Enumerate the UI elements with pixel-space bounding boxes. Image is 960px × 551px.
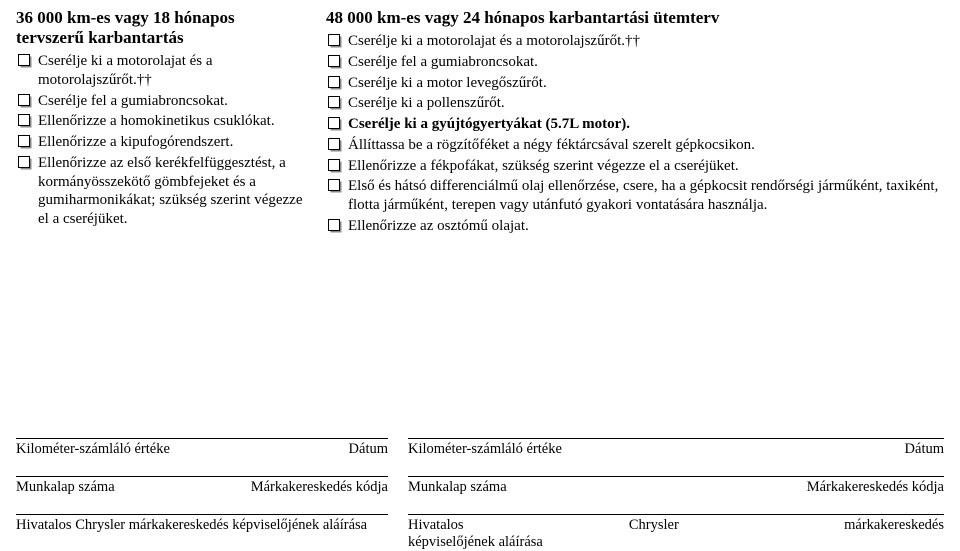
checkbox-icon bbox=[328, 96, 340, 108]
footer-row-worksheet: Munkalap száma Márkakereskedés kódja bbox=[16, 476, 388, 496]
odometer-label: Kilométer-számláló értéke bbox=[16, 441, 170, 458]
checklist-text: Cserélje ki a gyújtógyertyákat (5.7L mot… bbox=[348, 116, 630, 132]
date-label: Dátum bbox=[349, 441, 388, 458]
checklist-item: Első és hátsó differenciálmű olaj ellenő… bbox=[326, 177, 944, 215]
checklist-item: Ellenőrizze a fékpofákat, szükség szerin… bbox=[326, 157, 944, 176]
checklist-item: Cserélje fel a gumiabroncsokat. bbox=[326, 53, 944, 72]
worksheet-label: Munkalap száma bbox=[16, 479, 115, 496]
checkbox-icon bbox=[328, 219, 340, 231]
footer-right: Kilométer-számláló értéke Dátum Munkalap… bbox=[408, 438, 944, 551]
checklist-text: Ellenőrizze az osztómű olajat. bbox=[348, 218, 529, 234]
footer-row-odometer: Kilométer-számláló értéke Dátum bbox=[16, 438, 388, 458]
footer-signature-right: Hivatalos Chrysler márkakereskedés képvi… bbox=[408, 514, 944, 551]
checklist-text: Ellenőrizze az első kerékfelfüggesztést,… bbox=[38, 155, 303, 227]
checkbox-icon bbox=[328, 76, 340, 88]
left-checklist: Cserélje ki a motorolajat és a motorolaj… bbox=[16, 52, 306, 229]
checkbox-icon bbox=[18, 94, 30, 106]
checklist-item: Ellenőrizze a homokinetikus csuklókat. bbox=[16, 112, 306, 131]
checklist-item: Ellenőrizze a kipufogórendszert. bbox=[16, 133, 306, 152]
worksheet-label-r: Munkalap száma bbox=[408, 479, 507, 496]
checklist-text: Cserélje ki a motorolajat és a motorolaj… bbox=[348, 33, 640, 49]
checkbox-icon bbox=[328, 34, 340, 46]
checkbox-icon bbox=[18, 156, 30, 168]
footer-row-worksheet-r: Munkalap száma Márkakereskedés kódja bbox=[408, 476, 944, 496]
right-title: 48 000 km-es vagy 24 hónapos karbantartá… bbox=[326, 8, 944, 28]
sig-word-b: Chrysler bbox=[629, 517, 679, 534]
checkbox-icon bbox=[18, 54, 30, 66]
right-column: 48 000 km-es vagy 24 hónapos karbantartá… bbox=[326, 8, 944, 238]
checklist-item: Cserélje ki a motorolajat és a motorolaj… bbox=[326, 32, 944, 51]
checklist-text: Állíttassa be a rögzítőféket a négy fékt… bbox=[348, 137, 755, 153]
checklist-text: Első és hátsó differenciálmű olaj ellenő… bbox=[348, 178, 938, 213]
footer-signature-left: Hivatalos Chrysler márkakereskedés képvi… bbox=[16, 514, 388, 534]
page-columns: 36 000 km-es vagy 18 hónapos tervszerű k… bbox=[0, 0, 960, 238]
checklist-item: Cserélje fel a gumiabroncsokat. bbox=[16, 92, 306, 111]
date-label-r: Dátum bbox=[905, 441, 944, 458]
checklist-item: Cserélje ki a motorolajat és a motorolaj… bbox=[16, 52, 306, 90]
sig-line2: képviselőjének aláírása bbox=[408, 534, 944, 551]
checkbox-icon bbox=[328, 138, 340, 150]
odometer-label-r: Kilométer-számláló értéke bbox=[408, 441, 562, 458]
checklist-text: Cserélje ki a pollenszűrőt. bbox=[348, 95, 505, 111]
checklist-text: Cserélje ki a motorolajat és a motorolaj… bbox=[38, 53, 213, 88]
dealercode-label-r: Márkakereskedés kódja bbox=[807, 479, 944, 496]
sig-word-c: márkakereskedés bbox=[844, 517, 944, 534]
checklist-item: Cserélje ki a pollenszűrőt. bbox=[326, 94, 944, 113]
checklist-text: Ellenőrizze a homokinetikus csuklókat. bbox=[38, 113, 275, 129]
checkbox-icon bbox=[328, 117, 340, 129]
checklist-text: Cserélje fel a gumiabroncsokat. bbox=[38, 93, 228, 109]
checkbox-icon bbox=[18, 114, 30, 126]
checklist-text: Ellenőrizze a fékpofákat, szükség szerin… bbox=[348, 158, 739, 174]
sig-word-a: Hivatalos bbox=[408, 517, 464, 534]
checklist-item: Ellenőrizze az első kerékfelfüggesztést,… bbox=[16, 154, 306, 229]
checklist-item: Állíttassa be a rögzítőféket a négy fékt… bbox=[326, 136, 944, 155]
dealercode-label: Márkakereskedés kódja bbox=[251, 479, 388, 496]
footer-row-odometer-r: Kilométer-számláló értéke Dátum bbox=[408, 438, 944, 458]
checklist-item: Cserélje ki a gyújtógyertyákat (5.7L mot… bbox=[326, 115, 944, 134]
left-column: 36 000 km-es vagy 18 hónapos tervszerű k… bbox=[16, 8, 306, 238]
checkbox-icon bbox=[328, 55, 340, 67]
checkbox-icon bbox=[328, 179, 340, 191]
left-title: 36 000 km-es vagy 18 hónapos tervszerű k… bbox=[16, 8, 306, 48]
checklist-text: Cserélje fel a gumiabroncsokat. bbox=[348, 54, 538, 70]
checkbox-icon bbox=[18, 135, 30, 147]
footer-left: Kilométer-számláló értéke Dátum Munkalap… bbox=[16, 438, 388, 551]
checklist-item: Cserélje ki a motor levegőszűrőt. bbox=[326, 74, 944, 93]
checklist-text: Cserélje ki a motor levegőszűrőt. bbox=[348, 75, 547, 91]
checkbox-icon bbox=[328, 159, 340, 171]
checklist-item: Ellenőrizze az osztómű olajat. bbox=[326, 217, 944, 236]
footer-columns: Kilométer-számláló értéke Dátum Munkalap… bbox=[0, 438, 960, 551]
checklist-text: Ellenőrizze a kipufogórendszert. bbox=[38, 134, 233, 150]
right-checklist: Cserélje ki a motorolajat és a motorolaj… bbox=[326, 32, 944, 236]
